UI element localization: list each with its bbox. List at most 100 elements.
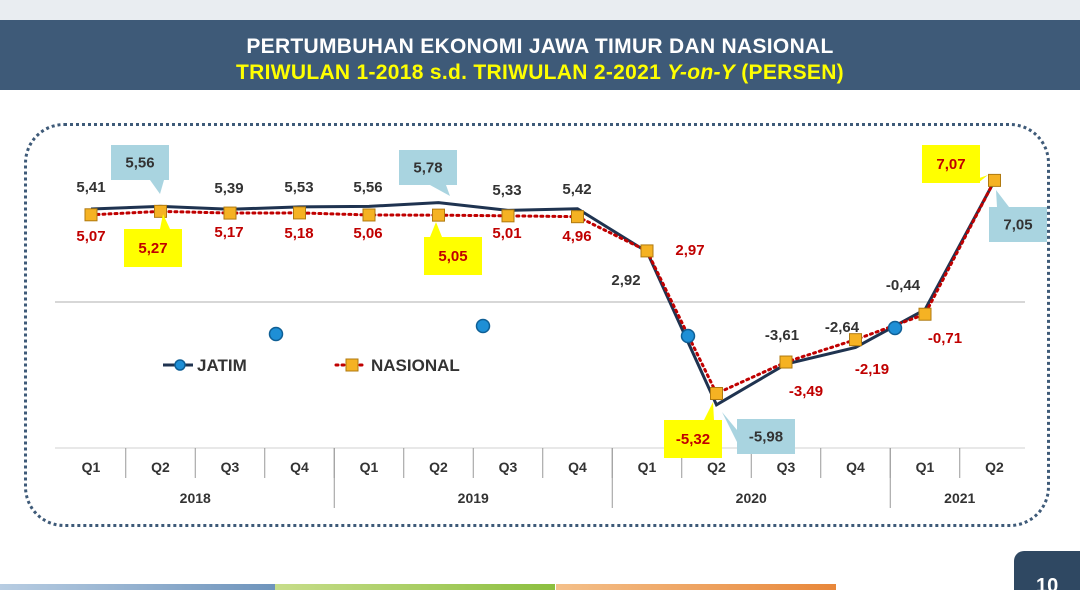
year-label: 2020	[736, 490, 767, 506]
page-number-tab	[1014, 551, 1080, 590]
jatim-marker	[268, 326, 284, 342]
nasional-q2-2020-box	[664, 420, 722, 458]
jatim-q2-2021-callout: 7,05	[989, 190, 1047, 242]
page-number: 10	[1036, 575, 1059, 597]
jatim-data-label: -0,44	[886, 277, 921, 294]
legend-jatim-marker	[174, 359, 186, 371]
nasional-data-label: 5,01	[492, 225, 521, 242]
nasional-q2-2018-box	[124, 229, 182, 267]
jatim-q2-2018-label: 5,56	[125, 155, 154, 172]
nasional-q2-2020-callout: -5,32	[664, 402, 722, 458]
footer-bar-orange	[556, 584, 836, 590]
x-tick-label: Q1	[638, 459, 657, 475]
jatim-q2-2018-pointer	[150, 180, 164, 194]
jatim-data-label: 5,42	[562, 181, 591, 198]
series-line-nasional	[89, 178, 996, 396]
nasional-q2-2021-label: 7,07	[936, 156, 965, 173]
title-banner: PERTUMBUHAN EKONOMI JAWA TIMUR DAN NASIO…	[0, 20, 1080, 90]
x-tick-label: Q2	[985, 459, 1004, 475]
jatim-q2-2021-label: 7,05	[1003, 217, 1032, 234]
jatim-q2-2021-pointer	[996, 190, 1009, 207]
jatim-q2-2018-callout: 5,56	[111, 145, 169, 194]
nasional-q2-2019-callout: 5,05	[424, 222, 482, 275]
jatim-data-label: 5,53	[284, 179, 313, 196]
x-tick-label: Q1	[916, 459, 935, 475]
jatim-q2-2021-box	[989, 207, 1047, 242]
x-tick-label: Q2	[151, 459, 170, 475]
nasional-data-label: 5,18	[284, 225, 313, 242]
nasional-q2-2019-pointer	[430, 222, 442, 237]
nasional-q2-2019-box	[424, 237, 482, 275]
nasional-q2-2021-callout: 7,07	[922, 145, 988, 183]
x-tick-label: Q3	[221, 459, 240, 475]
nasional-point	[640, 244, 654, 258]
nasional-point	[779, 355, 793, 369]
legend-nasional-label: NASIONAL	[371, 356, 460, 375]
chart-subtitle: TRIWULAN 1-2018 s.d. TRIWULAN 2-2021 Y-o…	[0, 61, 1080, 85]
nasional-q2-2019-label: 5,05	[438, 248, 467, 265]
jatim-data-label: 5,56	[353, 179, 382, 196]
jatim-q2-2020-pointer	[722, 412, 737, 442]
x-tick-label: Q1	[360, 459, 379, 475]
nasional-point	[223, 206, 237, 220]
year-label: 2018	[180, 490, 211, 506]
nasional-data-label: -3,49	[789, 383, 823, 400]
nasional-data-label: 5,06	[353, 225, 382, 242]
x-tick-label: Q2	[707, 459, 726, 475]
nasional-point	[84, 208, 98, 222]
nasional-q2-2018-callout: 5,27	[124, 214, 182, 267]
jatim-marker	[887, 320, 903, 336]
footer-bar-blue	[0, 584, 280, 590]
nasional-point	[571, 210, 584, 224]
nasional-point	[501, 209, 515, 223]
jatim-q2-2018-box	[111, 145, 169, 180]
nasional-q2-2020-pointer	[704, 402, 714, 420]
nasional-q2-2018-label: 5,27	[138, 240, 167, 257]
x-tick-label: Q4	[290, 459, 309, 475]
nasional-data-label: 5,17	[214, 224, 243, 241]
nasional-data-label: 2,97	[675, 242, 704, 259]
nasional-q2-2020-label: -5,32	[676, 431, 710, 448]
jatim-data-label: 5,39	[214, 180, 243, 197]
jatim-data-label: -2,64	[825, 319, 860, 336]
jatim-data-label: 5,41	[76, 179, 105, 196]
top-strip	[0, 0, 1080, 20]
x-tick-label: Q2	[429, 459, 448, 475]
jatim-data-label: 2,92	[611, 272, 640, 289]
series-line-jatim	[90, 180, 996, 407]
jatim-q2-2019-label: 5,78	[413, 160, 442, 177]
nasional-q2-2021-box	[922, 145, 980, 183]
jatim-marker	[475, 318, 491, 334]
footer-bar-green	[275, 584, 555, 590]
subtitle-yoy: Y-on-Y	[667, 61, 736, 84]
legend-nasional-marker	[345, 358, 359, 372]
nasional-point	[710, 387, 723, 401]
x-tick-label: Q3	[777, 459, 796, 475]
nasional-point	[154, 204, 167, 218]
jatim-q2-2019-pointer	[430, 185, 450, 196]
x-tick-label: Q4	[846, 459, 865, 475]
nasional-data-label: 5,07	[76, 228, 105, 245]
nasional-point	[849, 333, 862, 347]
subtitle-unit: (PERSEN)	[735, 61, 844, 84]
jatim-data-label: -3,61	[765, 327, 799, 344]
jatim-q2-2020-box	[737, 419, 795, 454]
year-label: 2019	[458, 490, 489, 506]
nasional-data-label: 4,96	[562, 228, 591, 245]
nasional-data-label: -0,71	[928, 330, 962, 347]
x-tick-label: Q4	[568, 459, 587, 475]
nasional-point	[362, 208, 376, 222]
jatim-marker	[680, 328, 696, 344]
x-tick-label: Q3	[499, 459, 518, 475]
subtitle-period: TRIWULAN 1-2018 s.d. TRIWULAN 2-2021	[236, 61, 668, 84]
nasional-point	[988, 173, 1001, 187]
chart-title: PERTUMBUHAN EKONOMI JAWA TIMUR DAN NASIO…	[246, 35, 834, 58]
jatim-q2-2019-box	[399, 150, 457, 185]
chart-frame	[24, 123, 1050, 527]
nasional-point	[918, 307, 932, 321]
jatim-q2-2019-callout: 5,78	[399, 150, 457, 196]
nasional-q2-2018-pointer	[160, 214, 170, 229]
nasional-data-label: -2,19	[855, 361, 889, 378]
jatim-data-label: 5,33	[492, 182, 521, 199]
